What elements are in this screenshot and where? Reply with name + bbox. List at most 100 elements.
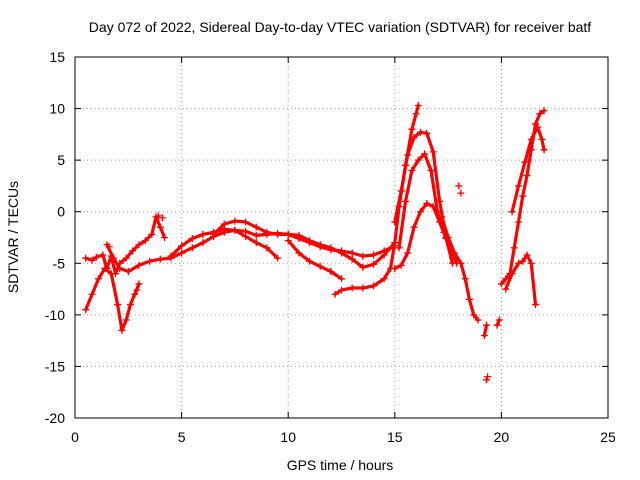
data-point [508,208,516,216]
data-point [404,151,412,159]
y-tick-label: 5 [57,152,65,168]
data-point [523,172,531,180]
data-point [391,239,399,247]
data-point [161,234,169,241]
data-point [540,146,548,154]
data-point [495,316,503,324]
data-point [178,242,186,250]
data-point [274,254,282,262]
data-point [474,316,482,324]
data-point [412,110,420,118]
data-point [538,136,546,144]
chart-title: Day 072 of 2022, Sidereal Day-to-day VTE… [89,19,592,35]
markers [82,101,548,384]
data-point [436,197,444,205]
series-arc-b [84,215,167,276]
data-point [348,284,356,292]
data-point [429,203,437,211]
data-point [401,197,409,205]
y-tick-label: -20 [45,410,65,426]
data-point [295,231,303,239]
data-point [156,223,164,231]
isolated-data-point [482,376,490,384]
data-point [129,247,137,255]
series-arc-j [393,201,454,270]
data-point [416,208,424,216]
data-point [295,249,303,257]
data-point [124,268,132,276]
data-point [395,203,403,211]
data-point [146,257,154,265]
plot-frame [74,56,609,419]
data-point [122,254,130,262]
series-arc-f [286,239,344,281]
data-point [122,316,130,324]
data-point [470,311,478,319]
data-point [480,331,488,339]
data-point [391,264,399,272]
isolated-data-point [457,189,465,197]
data-point [156,255,164,263]
data-point [338,249,345,257]
series-layer [84,103,546,338]
data-point [327,244,335,252]
data-point [284,237,292,245]
data-point [359,263,367,271]
data-point [395,244,403,252]
data-point [433,208,441,216]
data-point [391,218,399,226]
data-point [99,251,107,259]
data-point [178,249,186,257]
data-point [414,156,422,164]
data-point [527,146,535,154]
y-tick-label: -10 [45,307,65,323]
x-tick-label: 15 [387,429,403,445]
data-point [359,252,367,260]
data-point [199,239,207,247]
data-point [118,326,126,334]
data-point [92,253,100,261]
data-point [141,237,149,245]
data-point [457,259,465,267]
data-point [135,241,143,249]
data-point [231,217,239,225]
data-point [493,321,501,329]
data-point [188,244,196,252]
data-point [331,290,339,298]
data-point [135,261,143,269]
data-point [116,264,124,272]
data-point [401,161,409,169]
data-point [446,244,454,252]
data-point [514,218,522,226]
data-point [348,249,356,257]
series-arc-k [440,215,480,322]
data-point [414,101,422,109]
data-point [274,230,282,238]
data-point [135,280,143,288]
data-point [519,257,527,265]
data-point [482,321,490,329]
data-point [404,249,412,257]
data-point [521,158,529,166]
data-point [416,128,424,136]
data-point [510,244,518,252]
data-point [450,249,458,257]
y-tick-label: 15 [49,49,65,65]
data-point [444,234,452,241]
data-point [508,270,516,278]
y-tick-label: 10 [49,101,65,117]
data-point [421,150,429,158]
y-tick-label: -5 [53,255,66,271]
data-point [423,129,431,137]
data-point [514,259,522,267]
series-arc-h [393,130,454,265]
data-point [126,301,134,309]
y-axis-label: SDTVAR / TECUs [5,181,21,293]
isolated-data-point [158,214,166,222]
data-point [242,218,250,226]
data-point [440,228,448,236]
data-point [252,231,260,239]
data-point [527,259,535,267]
data-point [82,306,90,314]
